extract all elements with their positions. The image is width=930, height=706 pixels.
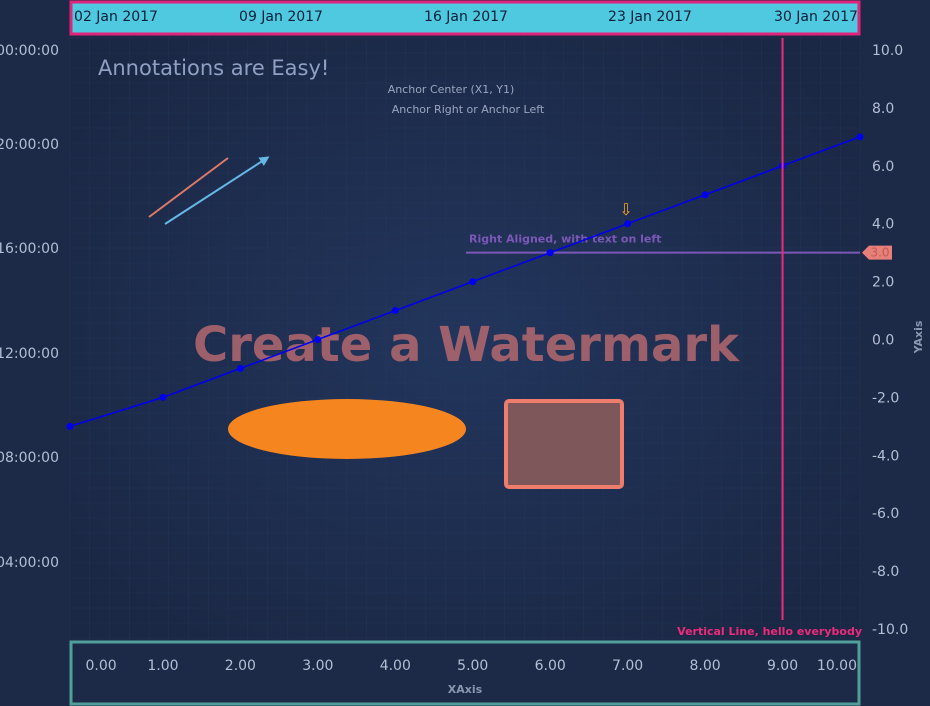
x-tick-label: 4.00 <box>380 658 411 674</box>
plot-area <box>70 38 860 639</box>
y-tick-label: 4.0 <box>872 217 894 233</box>
ellipse-annotation[interactable] <box>228 399 466 459</box>
annotation-anchor-center: Anchor Center (X1, Y1) <box>388 83 515 96</box>
x-tick-label: 10.00 <box>817 658 857 674</box>
series-point <box>856 133 864 141</box>
x-tick-label: 6.00 <box>535 658 566 674</box>
y-tick-label: -10.0 <box>872 622 908 638</box>
series-point <box>391 307 399 315</box>
annotation-title-text: Annotations are Easy! <box>98 56 329 80</box>
vertical-line-label: Vertical Line, hello everybody <box>677 625 862 638</box>
y-tick-label: 0.0 <box>872 333 894 349</box>
horizontal-line-label: Right Aligned, with text on left <box>469 233 661 246</box>
left-tick-label: 12:00:00 <box>0 346 59 362</box>
series-point <box>66 422 74 430</box>
series-point <box>624 220 632 228</box>
y-axis-title: YAxis <box>912 320 925 354</box>
series-point <box>546 249 554 257</box>
x-tick-label: 2.00 <box>225 658 256 674</box>
left-tick-label: 08:00:00 <box>0 450 59 466</box>
y-tick-label: -4.0 <box>872 448 899 464</box>
left-tick-label: 04:00:00 <box>0 555 59 571</box>
arrow-annotation[interactable] <box>164 156 270 225</box>
y-tick-label: 8.0 <box>872 101 894 117</box>
top-axis-ticks: 02 Jan 2017 09 Jan 2017 16 Jan 2017 23 Jan … <box>74 9 858 25</box>
top-tick-label: 02 Jan 2017 <box>74 9 158 25</box>
bottom-axis-band[interactable] <box>69 640 861 706</box>
x-tick-label: 5.00 <box>457 658 488 674</box>
series-point <box>314 336 322 343</box>
y-tick-label: -2.0 <box>872 390 899 406</box>
x-axis-ticks: 0.00 1.00 2.00 3.00 4.00 5.00 6.00 7.00 8.00 9.00… <box>85 658 857 674</box>
left-axis-ticks: 00:00:00 20:00:00 16:00:00 12:00:00 08:00:00… <box>0 43 59 571</box>
y-tick-label: 2.0 <box>872 275 894 291</box>
x-tick-label: 8.00 <box>690 658 721 674</box>
horizontal-line-axis-tag <box>862 245 892 260</box>
series-point <box>469 278 477 286</box>
y-tick-label: 10.0 <box>872 43 903 59</box>
left-tick-label: 00:00:00 <box>0 43 59 59</box>
x-tick-label: 9.00 <box>767 658 798 674</box>
y-tick-label: 6.0 <box>872 159 894 175</box>
series-point <box>159 393 167 401</box>
annotation-anchor-right-left: Anchor Right or Anchor Left <box>392 103 545 116</box>
y-tick-label: -8.0 <box>872 564 899 580</box>
x-tick-label: 7.00 <box>612 658 643 674</box>
top-tick-label: 09 Jan 2017 <box>239 9 323 25</box>
series-point <box>236 364 244 372</box>
y-axis-ticks: 10.0 8.0 6.0 4.0 2.0 0.0 -2.0 -4.0 -6.0 -8.0 -10.0 <box>872 43 908 638</box>
top-axis-band[interactable] <box>69 0 861 36</box>
series-point <box>701 191 709 199</box>
series-points <box>66 133 864 430</box>
y-tick-label: -6.0 <box>872 506 899 522</box>
top-tick-label: 16 Jan 2017 <box>424 9 508 25</box>
custom-marker-annotation[interactable]: ⇩ <box>619 200 632 219</box>
x-tick-label: 3.00 <box>302 658 333 674</box>
horizontal-line-axis-label: 3.0 <box>870 246 889 260</box>
x-tick-label: 1.00 <box>147 658 178 674</box>
grid <box>69 37 861 639</box>
x-axis-title: XAxis <box>448 683 483 696</box>
left-tick-label: 20:00:00 <box>0 137 59 153</box>
watermark-text: Create a Watermark <box>193 317 740 373</box>
left-tick-label: 16:00:00 <box>0 241 59 257</box>
x-tick-label: 0.00 <box>85 658 116 674</box>
box-annotation[interactable] <box>504 399 624 489</box>
line-annotation[interactable] <box>148 157 229 218</box>
top-tick-label: 23 Jan 2017 <box>608 9 692 25</box>
top-tick-label: 30 Jan 2017 <box>774 9 858 25</box>
